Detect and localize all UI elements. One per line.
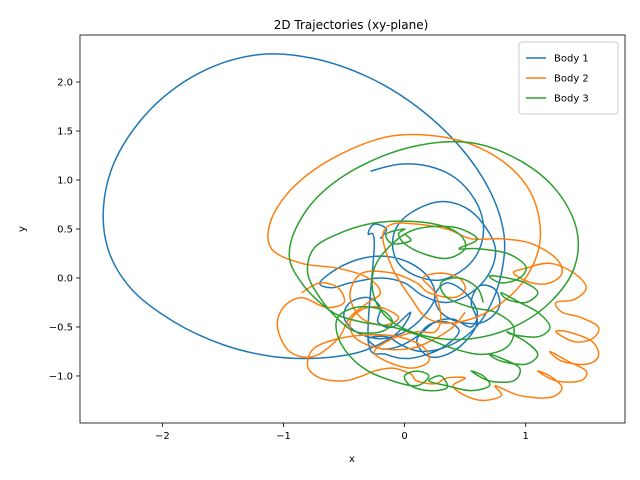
legend-label-body-1: Body 1 <box>554 54 589 65</box>
x-tick-label: 0 <box>401 431 407 442</box>
y-axis-label: y <box>17 226 28 232</box>
x-tick-label: 1 <box>523 431 529 442</box>
series-line-body-2 <box>267 133 600 402</box>
series-layer <box>102 53 600 402</box>
y-axis: −1.0 −0.5 0.0 0.5 1.0 1.5 2.0 <box>49 78 80 382</box>
y-tick-label: 1.5 <box>57 127 73 138</box>
x-axis-label: x <box>349 454 355 465</box>
legend-box <box>518 41 619 115</box>
y-tick-label: 0.5 <box>57 225 73 236</box>
series-line-body-1 <box>102 53 506 360</box>
y-tick-label: 0.0 <box>57 273 73 284</box>
series-line-body-3 <box>288 140 580 392</box>
x-axis: −2 −1 0 1 <box>155 423 529 442</box>
x-tick-label: −2 <box>155 431 170 442</box>
y-tick-label: 1.0 <box>57 176 73 187</box>
y-tick-label: −1.0 <box>49 371 73 382</box>
x-tick-label: −1 <box>276 431 291 442</box>
chart-title: 2D Trajectories (xy-plane) <box>274 18 429 32</box>
y-tick-label: −0.5 <box>49 322 73 333</box>
legend-label-body-2: Body 2 <box>554 74 589 85</box>
y-tick-label: 2.0 <box>57 78 73 89</box>
legend-label-body-3: Body 3 <box>554 94 589 105</box>
legend: Body 1 Body 2 Body 3 <box>518 41 619 115</box>
